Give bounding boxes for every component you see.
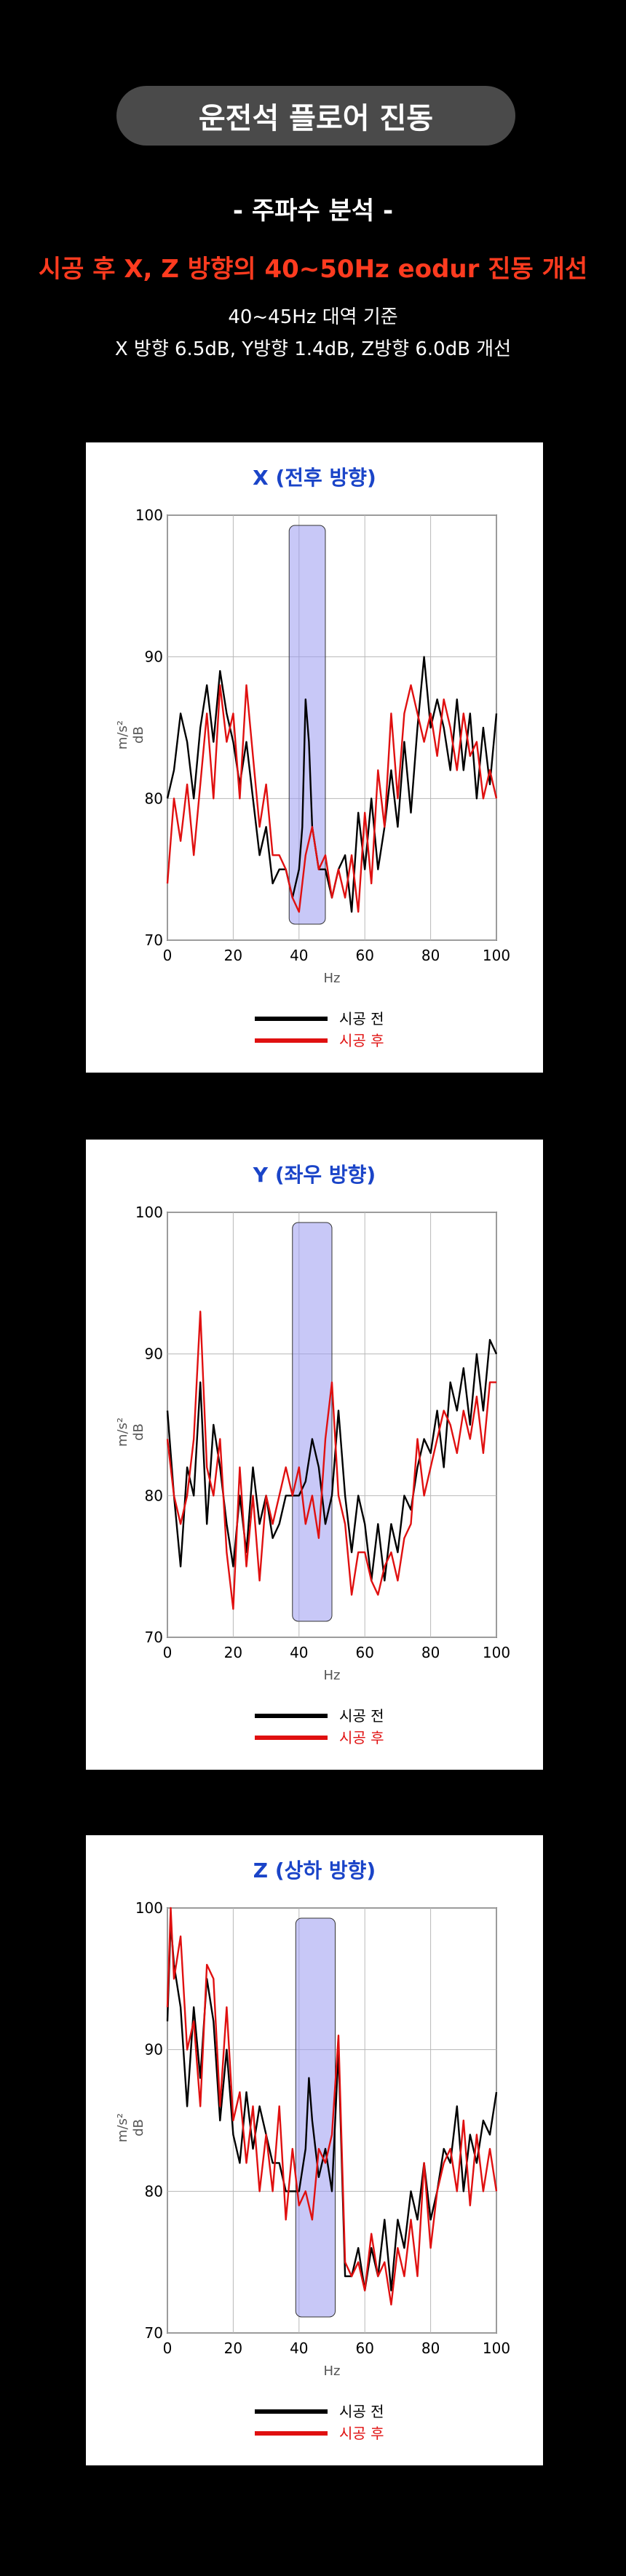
x-tick-label: 60: [355, 2340, 373, 2357]
y-axis-label: m/s² dB: [115, 720, 146, 750]
series-line-after: [166, 684, 498, 913]
chart-svg: Y (좌우 방향) 70 80 90 100 0 20 40 60 80 100 Hz m/s² dB 시공…: [115, 1163, 510, 1746]
y-axis-label: m/s² dB: [115, 2113, 146, 2142]
chart-title: Z (상하 방향): [253, 1859, 376, 1883]
x-tick-label: 20: [224, 1644, 242, 1661]
y-tick-label: 80: [145, 2182, 163, 2200]
y-axis-label-db: dB: [131, 726, 146, 744]
legend-label: 시공 후: [339, 1032, 384, 1049]
y-tick-label: 70: [145, 931, 163, 949]
headline: 시공 후 X, Z 방향의 40~50Hz eodur 진동 개선: [38, 255, 588, 284]
series-line-after: [166, 1311, 496, 1610]
chart-card-z: Z (상하 방향) 70 80 90 100 0 20 40 60 80 100 Hz m/s² dB 시공…: [86, 1835, 543, 2465]
chart-title: X (전후 방향): [253, 466, 376, 490]
y-axis-label-unit: m/s²: [115, 720, 130, 750]
y-tick-label: 80: [145, 1487, 163, 1504]
x-tick-label: 40: [290, 947, 308, 964]
legend-label: 시공 후: [339, 1729, 384, 1746]
series-line-before: [166, 1921, 498, 2291]
x-tick-label: 100: [483, 2340, 510, 2357]
y-axis-label-unit: m/s²: [115, 1418, 130, 1447]
page-title: 운전석 플로어 진동: [116, 86, 515, 146]
x-tick-label: 20: [224, 947, 242, 964]
chart-svg: Z (상하 방향) 70 80 90 100 0 20 40 60 80 100 Hz m/s² dB 시공…: [115, 1859, 510, 2442]
y-tick-label: 90: [145, 2041, 163, 2059]
plot-area: [167, 514, 497, 941]
y-axis-label-db: dB: [131, 1423, 146, 1441]
description: 40~45Hz 대역 기준 X 방향 6.5dB, Y방향 1.4dB, Z방향…: [0, 301, 626, 365]
x-tick-label: 0: [163, 2340, 173, 2357]
x-axis-label: Hz: [324, 2364, 341, 2379]
y-tick-label: 80: [145, 790, 163, 807]
x-axis-label: Hz: [324, 971, 341, 986]
y-tick-label: 100: [135, 1204, 163, 1221]
x-tick-label: 80: [421, 947, 440, 964]
x-tick-label: 80: [421, 2340, 440, 2357]
x-tick-label: 60: [355, 1644, 373, 1661]
y-tick-label: 70: [145, 1629, 163, 1646]
series-line-after: [166, 1907, 498, 2306]
x-tick-label: 100: [483, 947, 510, 964]
x-tick-label: 60: [355, 947, 373, 964]
highlight-band: [295, 1917, 336, 2318]
y-tick-label: 90: [145, 1345, 163, 1363]
y-tick-label: 100: [135, 1899, 163, 1917]
y-tick-label: 70: [145, 2324, 163, 2342]
x-tick-label: 20: [224, 2340, 242, 2357]
x-tick-label: 100: [483, 1644, 510, 1661]
y-axis-label-unit: m/s²: [115, 2113, 130, 2142]
description-line-1: 40~45Hz 대역 기준: [228, 306, 398, 328]
y-axis-label: m/s² dB: [115, 1418, 146, 1447]
chart-card-y: Y (좌우 방향) 70 80 90 100 0 20 40 60 80 100 Hz m/s² dB 시공…: [86, 1140, 543, 1770]
legend-label: 시공 전: [339, 1010, 384, 1027]
y-tick-label: 90: [145, 648, 163, 666]
x-tick-label: 40: [290, 1644, 308, 1661]
section-subtitle: - 주파수 분석 -: [232, 196, 394, 226]
series-line-before: [166, 656, 498, 913]
x-tick-label: 0: [163, 947, 173, 964]
x-axis-label: Hz: [324, 1668, 341, 1683]
chart-card-x: X (전후 방향) 70 80 90 100 0 20 40 60 80 100 Hz m/s² dB 시공…: [86, 442, 543, 1073]
highlight-band: [292, 1222, 333, 1622]
x-tick-label: 0: [163, 1644, 173, 1661]
chart-svg: X (전후 방향) 70 80 90 100 0 20 40 60 80 100 Hz m/s² dB 시공…: [115, 466, 510, 1049]
legend-label: 시공 후: [339, 2425, 384, 2442]
description-line-2: X 방향 6.5dB, Y방향 1.4dB, Z방향 6.0dB 개선: [114, 338, 512, 360]
x-tick-label: 40: [290, 2340, 308, 2357]
legend-label: 시공 전: [339, 2403, 384, 2420]
y-axis-label-db: dB: [131, 2119, 146, 2136]
y-tick-label: 100: [135, 506, 163, 524]
legend-label: 시공 전: [339, 1707, 384, 1725]
x-tick-label: 80: [421, 1644, 440, 1661]
chart-title: Y (좌우 방향): [253, 1163, 376, 1187]
